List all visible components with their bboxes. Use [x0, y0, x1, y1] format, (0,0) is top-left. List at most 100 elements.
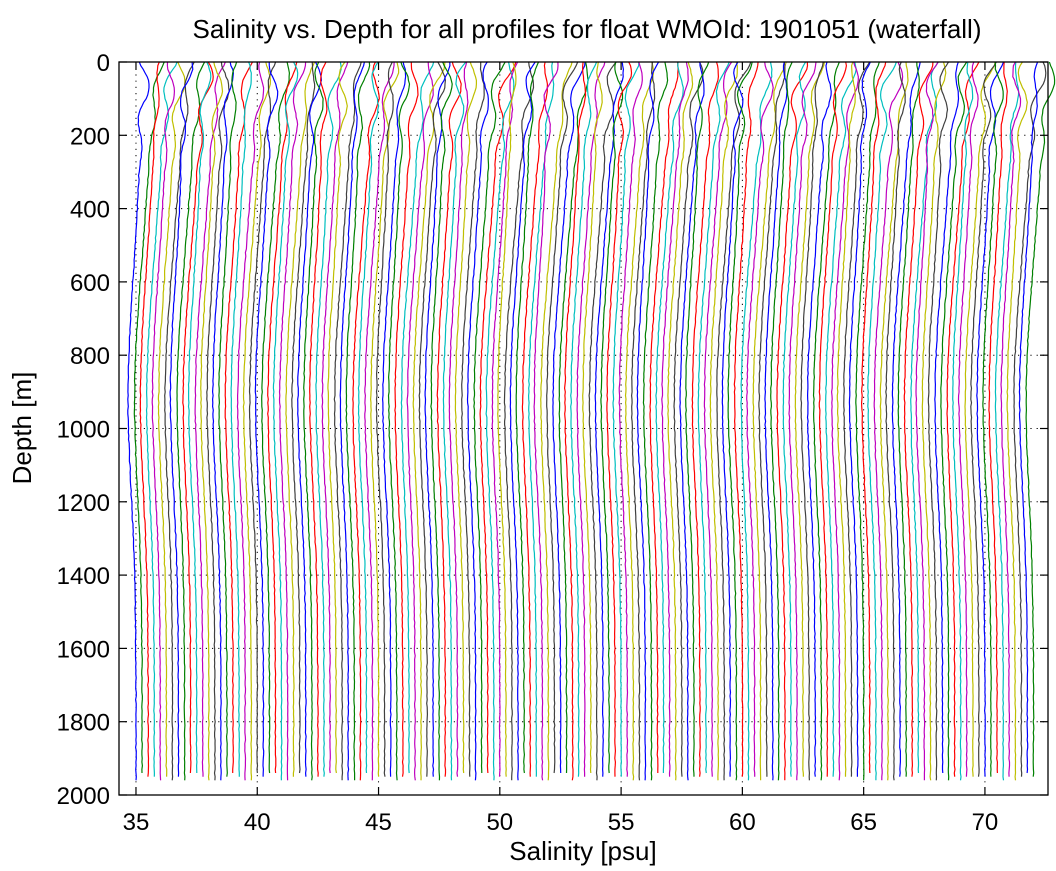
profile-line	[594, 61, 625, 777]
profile-line	[685, 61, 710, 777]
y-tick-label: 800	[70, 343, 110, 370]
profile-line	[254, 61, 279, 777]
profile-line	[970, 61, 997, 777]
profile-line	[546, 61, 579, 774]
profile-line	[375, 61, 394, 777]
profile-line	[309, 61, 328, 777]
profile-line	[1025, 61, 1056, 777]
profile-line	[927, 61, 950, 781]
profile-line	[303, 61, 324, 781]
profile-line	[879, 61, 909, 781]
profile-line	[897, 61, 920, 777]
profile-line	[157, 61, 186, 777]
profile-line	[843, 61, 871, 777]
y-tick-label: 1800	[57, 710, 110, 737]
profile-line	[145, 61, 178, 777]
profile-line	[151, 61, 176, 781]
x-tick-label: 70	[972, 809, 999, 836]
profile-line	[236, 61, 265, 781]
profile-line	[321, 61, 349, 774]
y-axis-ticks: 0 200 400 600 800 1000 1200 1400 1600 1800 2000	[57, 50, 1048, 810]
profile-line	[976, 61, 1005, 777]
profile-line	[957, 61, 979, 777]
profile-line	[261, 61, 291, 774]
profile-line	[454, 61, 477, 774]
profile-line	[200, 61, 224, 781]
profile-line	[655, 61, 684, 773]
profile-line	[278, 61, 307, 781]
profile-line	[794, 61, 825, 777]
profile-line	[606, 61, 633, 777]
profile-line	[612, 61, 640, 777]
profile-line	[479, 61, 517, 774]
profile-line	[667, 61, 694, 781]
profile-line	[570, 61, 598, 777]
y-tick-label: 1200	[57, 490, 110, 517]
profile-line	[345, 61, 371, 781]
profile-line	[576, 61, 606, 777]
x-tick-label: 35	[123, 809, 150, 836]
profile-line	[485, 61, 515, 781]
x-axis-ticks: 35 40 45 50 55 60 65 70	[123, 62, 999, 836]
x-tick-label: 55	[608, 809, 635, 836]
profile-line	[436, 61, 462, 777]
profile-line	[387, 61, 411, 781]
x-tick-label: 40	[244, 809, 271, 836]
profile-line	[891, 61, 921, 777]
profile-line	[164, 61, 195, 781]
profile-line	[873, 61, 904, 781]
profile-line	[752, 61, 787, 781]
profile-line	[691, 61, 720, 777]
profile-line	[187, 61, 212, 774]
profile-line	[473, 61, 506, 774]
profile-line	[267, 61, 298, 774]
profile-line	[357, 61, 380, 774]
profile-line	[242, 61, 272, 781]
x-tick-label: 50	[486, 809, 513, 836]
profile-line	[867, 61, 897, 781]
profile-line	[364, 61, 395, 781]
profile-line	[649, 61, 679, 773]
profile-line	[982, 61, 1004, 777]
profile-line	[230, 61, 252, 777]
profile-line	[291, 61, 316, 774]
profile-line	[988, 61, 1008, 774]
profile-line	[703, 61, 733, 777]
profile-line	[1013, 61, 1047, 777]
y-tick-label: 1400	[57, 563, 110, 590]
profile-line	[448, 61, 469, 777]
profile-line	[139, 61, 160, 777]
profile-line	[248, 61, 277, 774]
profile-line	[946, 61, 980, 777]
profile-line	[406, 61, 434, 781]
profile-line	[176, 61, 206, 781]
profile-line	[885, 61, 906, 781]
y-tick-label: 0	[97, 50, 110, 77]
profile-line	[315, 61, 342, 777]
profile-line	[424, 61, 451, 777]
profile-line	[533, 61, 559, 781]
profile-line	[825, 61, 857, 777]
profile-line	[394, 61, 419, 777]
profile-line	[661, 61, 689, 777]
profile-line	[339, 61, 365, 781]
profile-line	[940, 61, 968, 781]
profile-line	[497, 61, 517, 777]
x-axis-label: Salinity [psu]	[509, 836, 656, 866]
y-tick-label: 600	[70, 270, 110, 297]
profile-line	[800, 61, 824, 781]
profile-line	[352, 61, 380, 781]
profile-line	[740, 61, 773, 781]
profile-line	[721, 61, 744, 777]
profile-line	[788, 61, 817, 781]
profile-line	[466, 61, 489, 781]
profile-line	[461, 62, 485, 777]
y-axis-label: Depth [m]	[7, 372, 37, 485]
profile-line	[400, 61, 435, 774]
profile-line	[624, 61, 655, 781]
profile-line	[503, 61, 535, 781]
profile-line	[709, 61, 738, 781]
profile-line	[848, 61, 871, 777]
profile-line	[272, 61, 299, 781]
profile-line	[369, 61, 400, 777]
